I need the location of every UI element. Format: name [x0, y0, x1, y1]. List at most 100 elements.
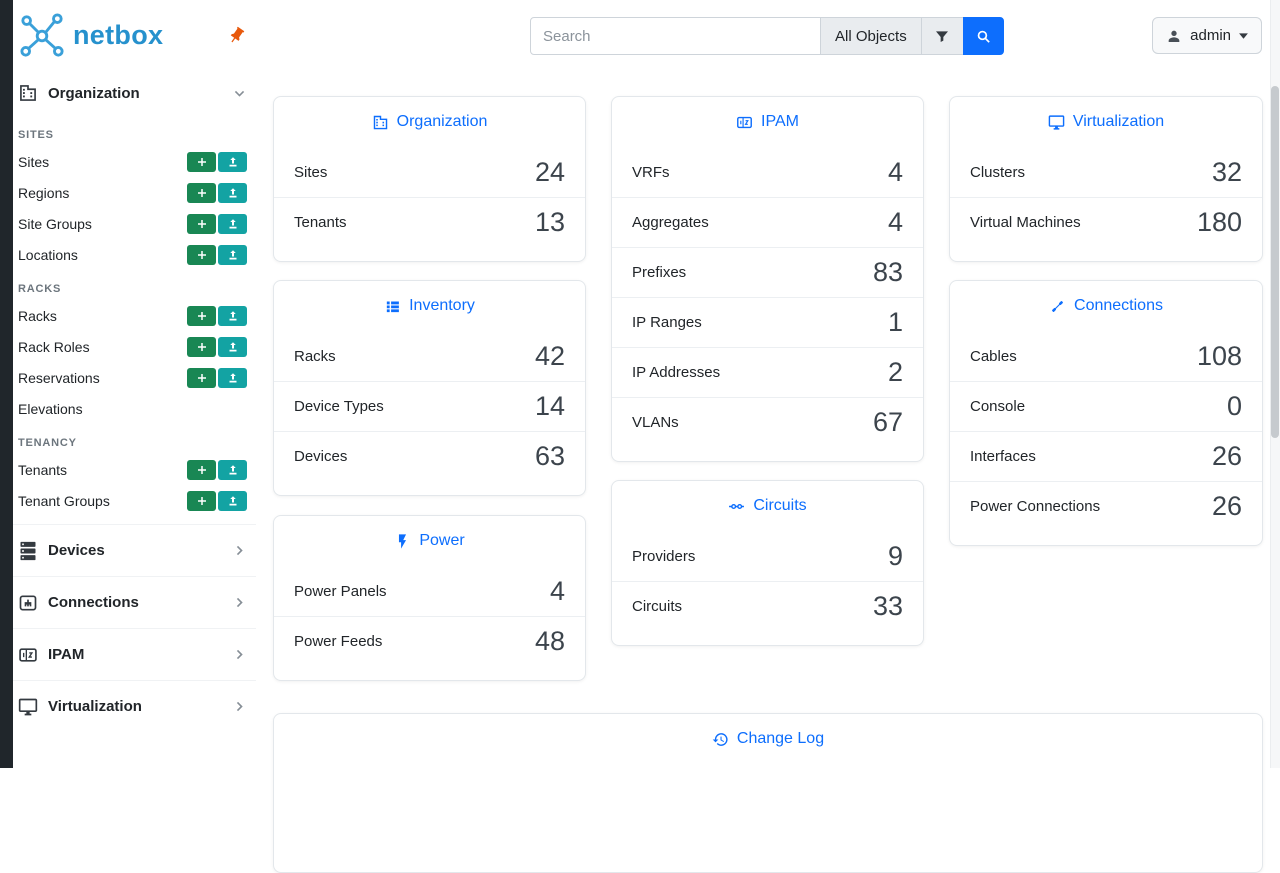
pin-sidebar-button[interactable]	[227, 26, 246, 45]
stat-value[interactable]: 67	[872, 407, 903, 437]
sidebar-item-locations[interactable]: Locations	[13, 239, 256, 270]
chevron-down-icon	[233, 87, 246, 100]
sidebar-item-tenants[interactable]: Tenants	[13, 454, 256, 485]
import-button[interactable]	[218, 336, 247, 357]
add-button[interactable]	[187, 490, 216, 511]
sidebar-item-connections[interactable]: Connections	[13, 576, 256, 628]
sidebar-item-label[interactable]: Sites	[18, 153, 50, 170]
stat-value[interactable]: 83	[872, 257, 903, 287]
stat-value[interactable]: 26	[1211, 441, 1242, 471]
add-button[interactable]	[187, 305, 216, 326]
add-button[interactable]	[187, 182, 216, 203]
stat-value[interactable]: 13	[534, 207, 565, 237]
sidebar-item-racks[interactable]: Racks	[13, 300, 256, 331]
list-icon	[384, 298, 401, 315]
stat-value[interactable]: 14	[534, 391, 565, 421]
sidebar-item-site-groups[interactable]: Site Groups	[13, 208, 256, 239]
sidebar-item-label[interactable]: Locations	[18, 246, 78, 263]
sidebar-item-ipam[interactable]: IPAM	[13, 628, 256, 680]
import-button[interactable]	[218, 305, 247, 326]
sidebar-item-regions[interactable]: Regions	[13, 177, 256, 208]
row-buttons	[187, 490, 247, 511]
sidebar-item-label[interactable]: Reservations	[18, 369, 100, 386]
import-button[interactable]	[218, 182, 247, 203]
sidebar-item-label: IPAM	[48, 646, 85, 663]
sidebar-item-label[interactable]: Site Groups	[18, 215, 92, 232]
card-organization: Organization Sites 24 Tenants 13	[273, 96, 586, 262]
stat-value[interactable]: 48	[534, 626, 565, 656]
add-button[interactable]	[187, 336, 216, 357]
import-button[interactable]	[218, 151, 247, 172]
stat-value[interactable]: 26	[1211, 491, 1242, 521]
stat-value[interactable]: 1	[887, 307, 903, 337]
stat-value[interactable]: 32	[1211, 156, 1242, 187]
stat-value[interactable]: 2	[887, 357, 903, 387]
sidebar: netbox Organization SITES Sites Regions	[13, 0, 256, 768]
sidebar-item-label[interactable]: Tenants	[18, 461, 68, 478]
sidebar-item-label: Organization	[48, 84, 140, 102]
user-menu-button[interactable]: admin	[1152, 17, 1262, 54]
chevron-right-icon	[233, 596, 246, 609]
import-button[interactable]	[218, 490, 247, 511]
stat-row: Tenants 13	[274, 197, 585, 247]
row-buttons	[187, 367, 247, 388]
object-type-select[interactable]: All Objects	[820, 17, 922, 55]
sidebar-item-elevations[interactable]: Elevations	[13, 393, 256, 424]
add-button[interactable]	[187, 151, 216, 172]
stat-value[interactable]: 180	[1196, 207, 1242, 237]
netbox-logo-text: netbox	[73, 19, 164, 50]
funnel-icon	[934, 28, 950, 44]
sidebar-item-label[interactable]: Elevations	[18, 400, 83, 417]
stat-value[interactable]: 108	[1196, 340, 1242, 371]
stat-value[interactable]: 4	[887, 156, 903, 187]
sidebar-item-rack-roles[interactable]: Rack Roles	[13, 331, 256, 362]
sidebar-item-label[interactable]: Rack Roles	[18, 338, 90, 355]
import-button[interactable]	[218, 459, 247, 480]
card-title: Power	[419, 532, 465, 549]
sidebar-item-label[interactable]: Tenant Groups	[18, 492, 110, 509]
stat-label: Prefixes	[632, 264, 687, 281]
stat-value[interactable]: 33	[872, 591, 903, 621]
scrollbar-track[interactable]	[1270, 0, 1280, 768]
row-buttons	[187, 459, 247, 480]
netbox-logo[interactable]: netbox	[19, 12, 163, 58]
stat-value[interactable]: 24	[534, 156, 565, 187]
stat-label: Devices	[294, 448, 348, 465]
counter-icon	[736, 114, 753, 131]
sidebar-item-organization[interactable]: Organization	[13, 70, 256, 116]
filter-button[interactable]	[920, 17, 964, 55]
add-button[interactable]	[187, 367, 216, 388]
sidebar-item-label[interactable]: Regions	[18, 184, 70, 201]
plus-icon	[196, 156, 208, 168]
stat-value[interactable]: 0	[1226, 391, 1242, 421]
import-button[interactable]	[218, 367, 247, 388]
stat-value[interactable]: 42	[534, 340, 565, 371]
stat-value[interactable]: 4	[887, 207, 903, 237]
sidebar-item-label[interactable]: Racks	[18, 307, 57, 324]
search-submit-button[interactable]	[962, 17, 1004, 55]
sidebar-item-devices[interactable]: Devices	[13, 524, 256, 576]
card-inventory-header: Inventory	[274, 281, 585, 331]
monitor-icon	[18, 697, 38, 717]
sidebar-item-reservations[interactable]: Reservations	[13, 362, 256, 393]
card-title: Connections	[1074, 297, 1163, 314]
row-buttons	[187, 182, 247, 203]
stat-label: Circuits	[632, 598, 683, 615]
sidebar-item-virtualization[interactable]: Virtualization	[13, 680, 256, 732]
add-button[interactable]	[187, 459, 216, 480]
scrollbar-thumb[interactable]	[1271, 86, 1279, 438]
add-button[interactable]	[187, 213, 216, 234]
import-button[interactable]	[218, 213, 247, 234]
search-input[interactable]	[530, 17, 821, 55]
stat-value[interactable]: 9	[887, 540, 903, 571]
stat-value[interactable]: 63	[534, 441, 565, 471]
sidebar-item-sites[interactable]: Sites	[13, 146, 256, 177]
stat-value[interactable]: 4	[549, 575, 565, 606]
sidebar-item-tenant-groups[interactable]: Tenant Groups	[13, 485, 256, 516]
import-button[interactable]	[218, 244, 247, 265]
card-organization-header: Organization	[274, 97, 585, 147]
stat-label: Power Feeds	[294, 633, 383, 650]
stat-row: Sites 24	[274, 147, 585, 197]
add-button[interactable]	[187, 244, 216, 265]
monitor-icon	[1048, 114, 1065, 131]
